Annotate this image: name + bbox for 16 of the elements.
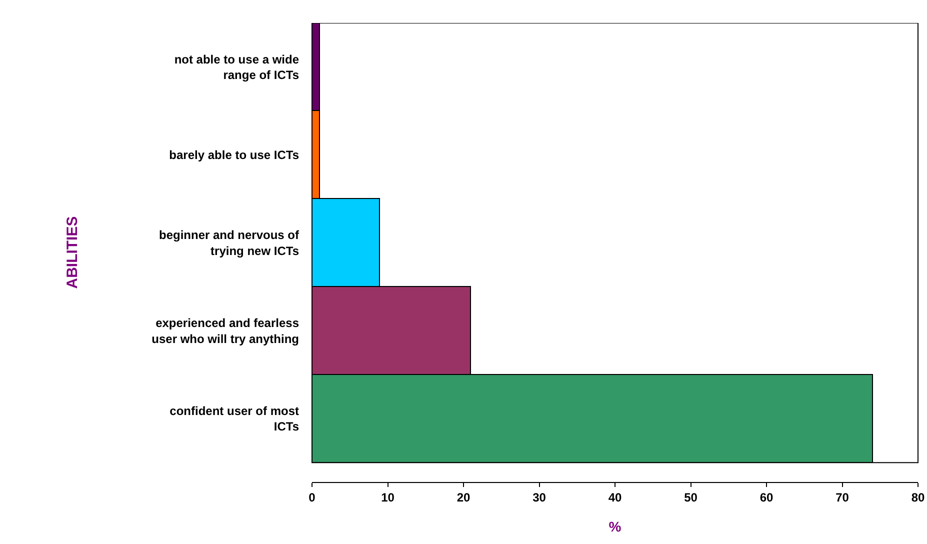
x-tick-label: 70 (836, 490, 850, 504)
y-tick-label: experienced and fearless user who will try anything (152, 316, 300, 346)
x-tick-label: 50 (684, 490, 698, 504)
y-tick-label: barely able to use ICTs (169, 148, 300, 162)
y-tick-label: confident user of most ICTs (170, 404, 300, 434)
y-tick-label: not able to use a wide range of ICTs (174, 52, 300, 82)
x-axis-title: % (608, 518, 622, 535)
x-tick-label: 40 (608, 490, 622, 504)
x-tick-label: 10 (381, 490, 395, 504)
x-tick-label: 80 (911, 490, 925, 504)
x-tick-label: 30 (532, 490, 546, 504)
x-tick-label: 20 (456, 490, 470, 504)
y-tick-label: beginner and nervous of trying new ICTs (158, 228, 300, 258)
x-tick-label: 60 (760, 490, 774, 504)
y-axis-title: ABILITIES (64, 216, 81, 289)
x-tick-label: 0 (308, 490, 316, 504)
